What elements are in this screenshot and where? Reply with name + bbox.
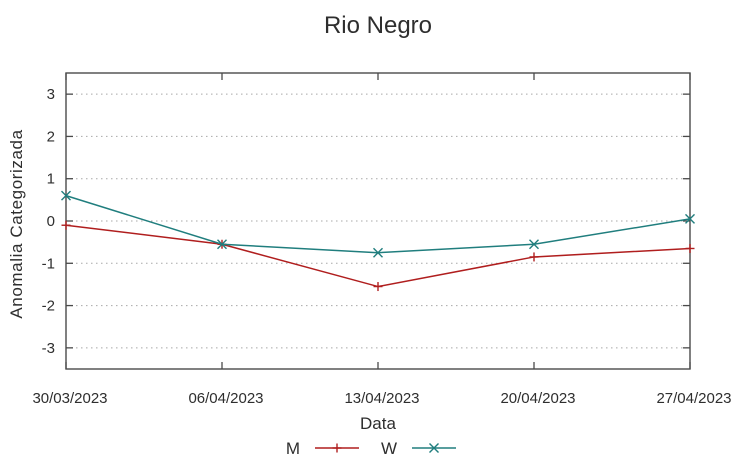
legend-label-W: W (381, 439, 397, 458)
y-tick-label: 2 (47, 128, 55, 145)
cross-marker (217, 239, 227, 250)
cross-marker (429, 443, 439, 453)
plot-area: 3 2 1 0 -1 -2 -3 30/03/2023 06/04/2023 13/04/2023… (32, 72, 732, 407)
cross-marker (61, 190, 71, 201)
y-axis-label: Anomalia Categorizada (7, 129, 26, 318)
y-tick-label: -3 (42, 340, 55, 357)
plus-marker (332, 443, 342, 453)
x-tick-label: 30/03/2023 (32, 390, 107, 407)
x-tick-label: 20/04/2023 (500, 390, 575, 407)
plus-marker (61, 220, 71, 230)
legend-label-M: M (286, 439, 300, 458)
series-line-W (65, 194, 691, 254)
x-tick-label: 27/04/2023 (656, 390, 731, 407)
y-tick-label: -1 (42, 255, 55, 272)
y-tick-label: -2 (42, 298, 55, 315)
chart-title: Rio Negro (324, 12, 432, 39)
plus-marker (373, 282, 383, 292)
y-tick-label: 1 (47, 171, 55, 188)
plus-marker (685, 243, 695, 253)
cross-marker (685, 213, 695, 224)
plus-marker (529, 252, 539, 262)
y-tick-label: 3 (47, 86, 55, 103)
cross-marker (529, 239, 539, 250)
x-axis-label: Data (360, 414, 396, 433)
x-tick-label: 13/04/2023 (344, 390, 419, 407)
x-tick-label: 06/04/2023 (188, 390, 263, 407)
y-tick-label: 0 (47, 213, 55, 230)
cross-marker (373, 247, 383, 258)
